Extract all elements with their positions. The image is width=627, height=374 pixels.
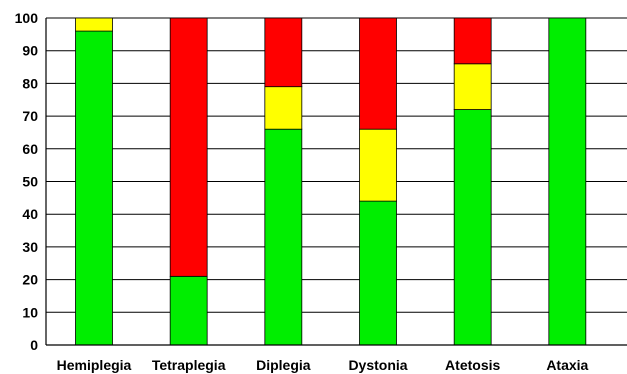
y-tick-labels: 0 10 20 30 40 50 60 70 80 90 100 xyxy=(15,10,39,353)
x-category-label-dystonia: Dystonia xyxy=(348,357,407,373)
bar-segment-atetosis-s0 xyxy=(453,109,492,346)
bar-segment-dystonia-s1 xyxy=(359,128,397,202)
y-tick-label-90: 90 xyxy=(22,43,38,59)
y-tick-label-0: 0 xyxy=(30,337,38,353)
bar-segment-atetosis-s2 xyxy=(453,17,492,65)
bar-segment-ataxia-s0 xyxy=(548,17,587,346)
bar-segment-dystonia-s0 xyxy=(359,200,397,346)
x-category-labels: Hemiplegia Tetraplegia Diplegia Dystonia Ate… xyxy=(57,357,589,373)
y-tick-label-100: 100 xyxy=(15,10,39,26)
y-tick-label-20: 20 xyxy=(22,272,38,288)
bar-segment-diplegia-s2 xyxy=(264,17,303,88)
bar-segment-atetosis-s1 xyxy=(453,63,492,110)
bar-segment-tetraplegia-s2 xyxy=(169,17,208,277)
y-tick-label-60: 60 xyxy=(22,141,38,157)
gridlines xyxy=(46,17,627,313)
x-category-label-diplegia: Diplegia xyxy=(256,357,311,373)
bar-segment-diplegia-s0 xyxy=(264,128,303,346)
bar-segment-diplegia-s1 xyxy=(264,86,303,130)
axes xyxy=(45,18,627,346)
bar-segment-hemiplegia-s0 xyxy=(75,30,113,346)
x-category-label-tetraplegia: Tetraplegia xyxy=(152,357,226,373)
x-category-label-ataxia: Ataxia xyxy=(546,357,588,373)
y-tick-label-50: 50 xyxy=(22,174,38,190)
y-tick-label-80: 80 xyxy=(22,75,38,91)
bars xyxy=(75,17,587,346)
x-category-label-hemiplegia: Hemiplegia xyxy=(57,357,132,373)
bar-segment-tetraplegia-s0 xyxy=(169,275,208,346)
x-category-label-atetosis: Atetosis xyxy=(445,357,500,373)
y-tick-label-10: 10 xyxy=(22,304,38,320)
y-tick-label-40: 40 xyxy=(22,206,38,222)
bar-segment-hemiplegia-s1 xyxy=(75,17,113,32)
y-tick-label-30: 30 xyxy=(22,239,38,255)
y-tick-label-70: 70 xyxy=(22,108,38,124)
bar-segment-dystonia-s2 xyxy=(359,17,397,130)
